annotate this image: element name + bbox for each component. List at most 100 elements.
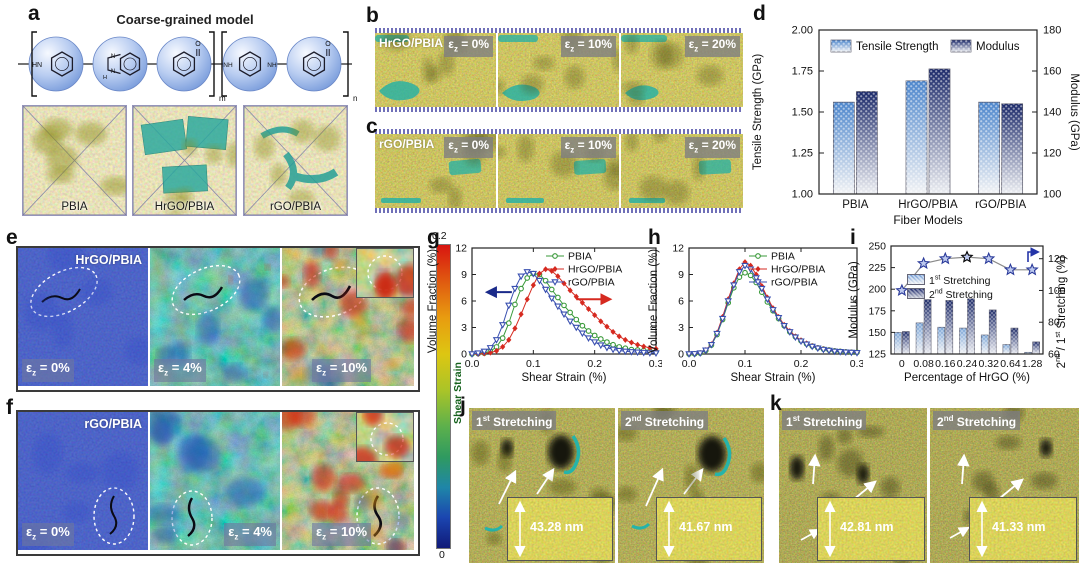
svg-text:225: 225 xyxy=(868,262,886,274)
svg-text:9: 9 xyxy=(461,269,467,281)
svg-text:175: 175 xyxy=(868,305,886,317)
svg-text:6: 6 xyxy=(678,296,684,308)
panel-k: k 1st Stretching 42.81 nm xyxy=(765,392,1080,569)
simulation-box-rgo-pbia: rGO/PBIA xyxy=(243,105,348,216)
svg-text:12: 12 xyxy=(672,243,684,255)
stretch-chip: 2nd Stretching xyxy=(621,411,709,430)
svg-text:Percentage of HrGO (%): Percentage of HrGO (%) xyxy=(904,372,1030,384)
svg-text:0.1: 0.1 xyxy=(526,358,541,370)
svg-text:60: 60 xyxy=(1048,349,1060,361)
chart-volume-fraction-overall: 0 3 6 9 12 0.0 0.1 0.2 0.3 Shear Strain (%) Volume… xyxy=(648,243,863,385)
colorbar-gradient xyxy=(436,244,451,549)
strain-map-hrgo-0pct: HrGO/PBIA εz = 0% xyxy=(18,248,148,386)
snapshot-rgo-10pct: εz = 10% xyxy=(498,134,619,208)
svg-text:0.64: 0.64 xyxy=(1000,358,1021,370)
colorbar-min: 0 xyxy=(439,549,445,561)
stretching-images-rgo: 1st Stretching 42.81 nm 2nd Stretching xyxy=(779,408,1079,563)
svg-text:HrGO/PBIA: HrGO/PBIA xyxy=(898,199,958,211)
panel-d: d PBIA HrGO/PBIA rGO/PBIA 1.00 1.25 1.50 1.75 2… xyxy=(745,0,1080,228)
stretch-chip: 1st Stretching xyxy=(782,411,867,430)
svg-text:PBIA: PBIA xyxy=(568,251,592,263)
panel-g: g 0 3 6 9 12 0.0 0.1 0.2 0.3 Shear Strain (%) Volu… xyxy=(424,226,662,398)
svg-text:NH: NH xyxy=(267,62,277,69)
svg-text:N: N xyxy=(111,69,115,75)
svg-text:120: 120 xyxy=(1043,148,1061,160)
shear-strain-maps-rgo: rGO/PBIA εz = 0% εz = 4% εz = 10% xyxy=(16,410,420,556)
hrgo-second-stretching-image: 2nd Stretching 41.67 nm xyxy=(618,408,764,563)
measurement-value: 43.28 nm xyxy=(530,520,584,534)
panel-c-label: c xyxy=(366,115,378,138)
strain-chip: εz = 10% xyxy=(312,359,372,382)
right-axis-label-stretching-ratio: 2nd / 1st Stretching (%) xyxy=(1053,255,1068,369)
material-label: rGO/PBIA xyxy=(379,137,435,151)
svg-text:120: 120 xyxy=(1048,253,1066,265)
shear-strain-colorbar: 0.2 0 Shear Strain xyxy=(421,230,469,568)
svg-text:0.1: 0.1 xyxy=(738,358,753,370)
svg-text:Tensile Strength: Tensile Strength xyxy=(856,41,938,53)
panel-i-label: i xyxy=(850,226,856,249)
panel-k-label: k xyxy=(770,392,782,415)
svg-text:m: m xyxy=(219,94,226,102)
svg-text:0.2: 0.2 xyxy=(794,358,809,370)
svg-text:0.32: 0.32 xyxy=(978,358,999,370)
strain-chip: εz = 4% xyxy=(154,359,206,382)
colorbar-max: 0.2 xyxy=(432,230,447,242)
svg-text:0: 0 xyxy=(461,349,467,361)
svg-text:3: 3 xyxy=(461,322,467,334)
strain-map-rgo-10pct: εz = 10% xyxy=(282,412,414,550)
panel-c: c rGO/PBIA εz = 0% εz = 10% xyxy=(362,113,745,226)
panel-e: e HrGO/PBIA εz = 0% εz = 4% xyxy=(0,226,422,394)
legend-first-stretching: 1st Stretching xyxy=(907,274,991,287)
svg-text:rGO/PBIA: rGO/PBIA xyxy=(771,277,818,289)
svg-text:n: n xyxy=(353,94,357,102)
simulation-box-hrgo-pbia: HrGO/PBIA xyxy=(132,105,237,216)
svg-text:3: 3 xyxy=(678,322,684,334)
svg-text:H: H xyxy=(103,75,107,81)
snapshot-hrgo-20pct: εz = 20% xyxy=(621,33,743,107)
svg-text:180: 180 xyxy=(1043,25,1061,37)
svg-text:Shear Strain (%): Shear Strain (%) xyxy=(521,372,606,384)
measurement-inset: 41.33 nm xyxy=(969,497,1077,561)
svg-text:HN: HN xyxy=(32,62,42,69)
svg-text:160: 160 xyxy=(1043,66,1061,78)
svg-text:N: N xyxy=(111,54,115,60)
svg-text:0.0: 0.0 xyxy=(682,358,697,370)
svg-text:12: 12 xyxy=(455,243,467,255)
snapshot-rgo-20pct: εz = 20% xyxy=(621,134,743,208)
strain-map-inset xyxy=(356,248,414,298)
chart-modulus-vs-hrgo: 0 0.08 0.16 0.24 0.32 0.64 1.28 125 150 175 200 225… xyxy=(848,241,1066,385)
svg-text:Modulus (GPa): Modulus (GPa) xyxy=(1068,73,1080,151)
panel-f-label: f xyxy=(6,396,13,419)
strain-chip: εz = 20% xyxy=(684,137,740,159)
strain-chip: εz = 10% xyxy=(560,137,616,159)
strain-chip: εz = 0% xyxy=(22,359,74,382)
svg-text:Shear Strain (%): Shear Strain (%) xyxy=(730,372,815,384)
svg-text:HrGO/PBIA: HrGO/PBIA xyxy=(568,264,622,276)
strain-map-inset xyxy=(356,412,414,462)
model-label: rGO/PBIA xyxy=(269,201,322,213)
svg-text:O: O xyxy=(325,41,331,48)
svg-text:140: 140 xyxy=(1043,107,1061,119)
strain-map-rgo-4pct: εz = 4% xyxy=(150,412,280,550)
svg-text:0: 0 xyxy=(899,358,905,370)
rgo-first-stretching-image: 1st Stretching 42.81 nm xyxy=(779,408,927,563)
tension-snapshot-strip-hrgo: HrGO/PBIA εz = 0% εz = 10% εz = 20% xyxy=(375,28,743,112)
strain-chip: εz = 10% xyxy=(560,36,616,58)
svg-text:rGO/PBIA: rGO/PBIA xyxy=(568,277,615,289)
panel-h: h 0 3 6 9 12 0.0 0.1 0.2 0.3 Shear Strain (%) Volu… xyxy=(645,226,863,398)
measurement-value: 41.67 nm xyxy=(679,520,733,534)
second-stretching-swatch xyxy=(907,288,925,299)
panel-a-label: a xyxy=(28,2,40,25)
snapshot-hrgo-10pct: εz = 10% xyxy=(498,33,619,107)
panel-h-label: h xyxy=(648,226,661,249)
svg-text:1.28: 1.28 xyxy=(1022,358,1043,370)
material-label: HrGO/PBIA xyxy=(75,253,142,267)
panel-b-label: b xyxy=(366,4,379,27)
stretch-chip: 2nd Stretching xyxy=(933,411,1021,430)
coarse-grained-model-title: Coarse-grained model xyxy=(116,12,254,27)
first-stretching-swatch xyxy=(907,274,925,285)
stretching-images-hrgo: 1st Stretching 43.28 nm 2nd Stretching xyxy=(469,408,764,563)
